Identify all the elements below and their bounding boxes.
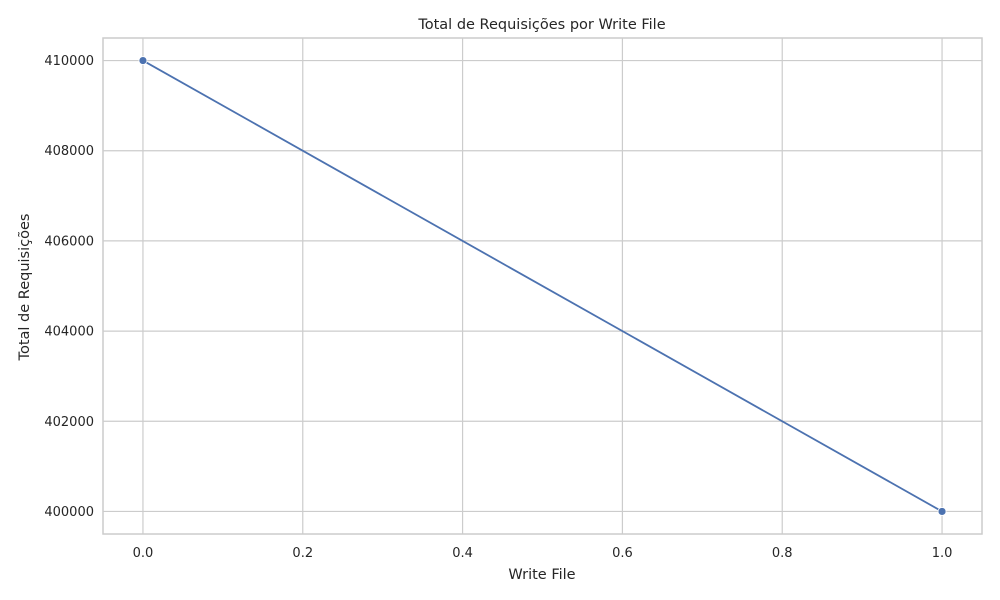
y-tick-label: 402000 xyxy=(44,415,94,430)
y-tick-labels: 400000 402000 404000 406000 408000 410000 xyxy=(44,54,94,520)
x-tick-label: 0.2 xyxy=(292,546,313,561)
y-tick-label: 404000 xyxy=(44,325,94,340)
y-tick-label: 408000 xyxy=(44,144,94,159)
y-tick-label: 400000 xyxy=(44,505,94,520)
chart-title: Total de Requisições por Write File xyxy=(417,17,665,33)
data-point xyxy=(937,507,947,516)
plot-frame xyxy=(102,37,983,535)
y-tick-label: 406000 xyxy=(44,234,94,249)
x-axis-label: Write File xyxy=(508,567,575,583)
x-tick-labels: 0.0 0.2 0.4 0.6 0.8 1.0 xyxy=(133,546,953,561)
data-point xyxy=(138,56,148,65)
series-layer xyxy=(138,56,947,516)
x-tick-label: 1.0 xyxy=(932,546,953,561)
x-tick-label: 0.4 xyxy=(452,546,473,561)
x-tick-label: 0.8 xyxy=(772,546,793,561)
y-axis-label: Total de Requisições xyxy=(17,214,33,362)
grid xyxy=(103,38,982,534)
x-tick-label: 0.6 xyxy=(612,546,633,561)
x-tick-label: 0.0 xyxy=(133,546,154,561)
y-tick-label: 410000 xyxy=(44,54,94,69)
series-line xyxy=(142,59,943,513)
